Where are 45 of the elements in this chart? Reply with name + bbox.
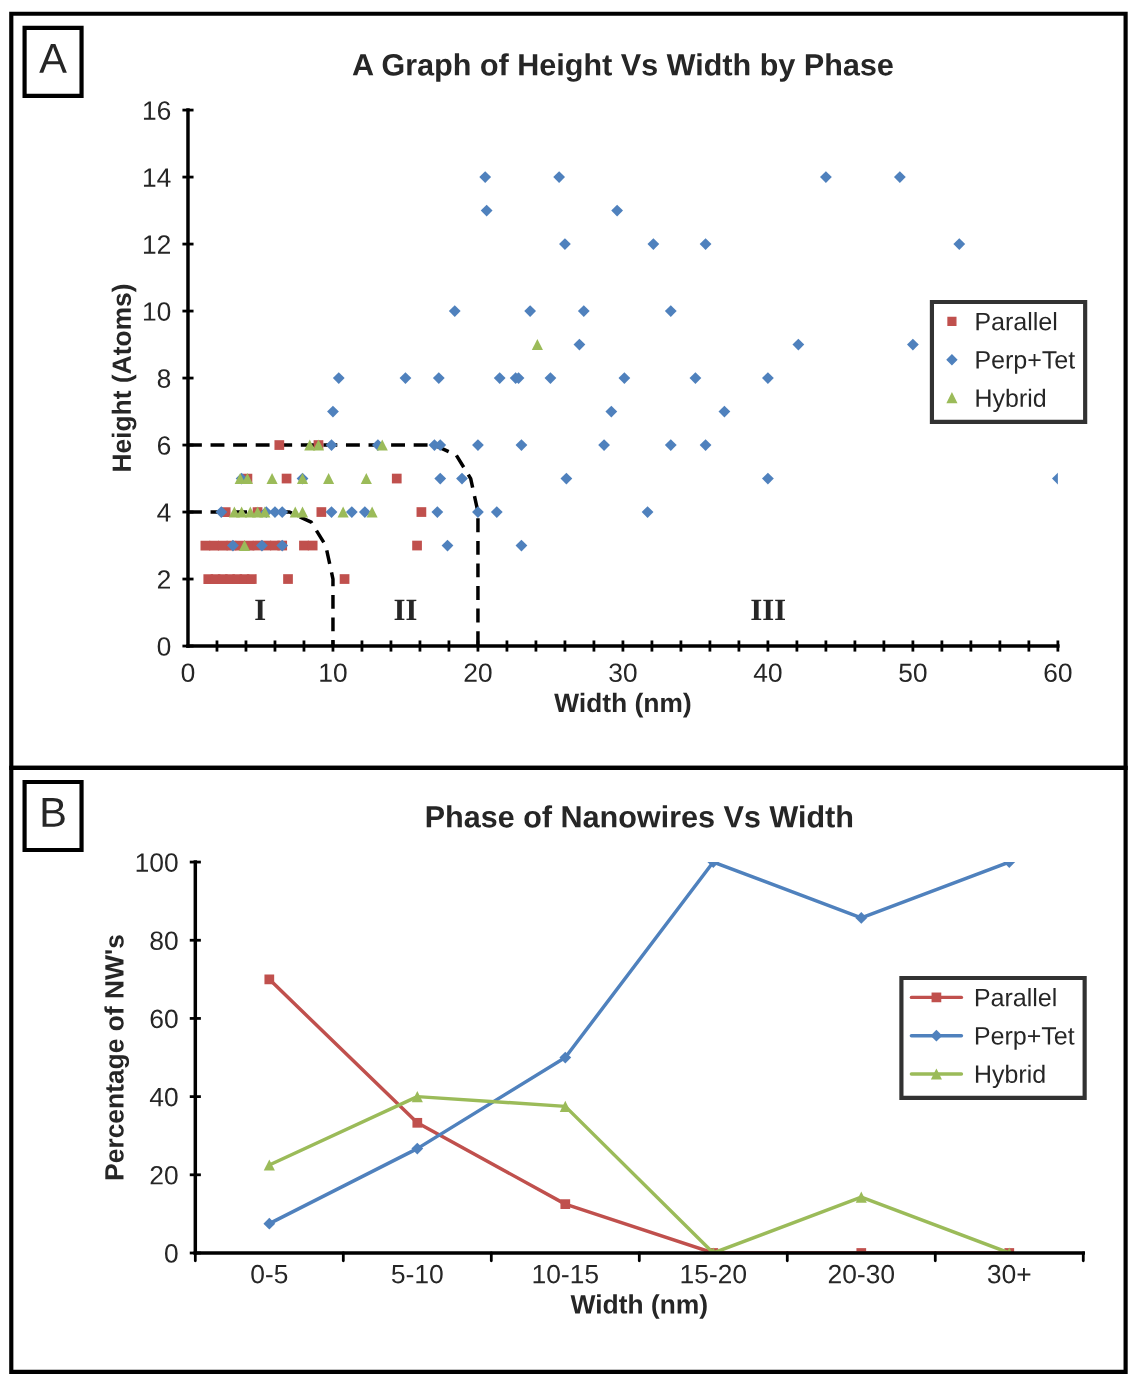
y-tick-label: 20 [150, 1165, 178, 1185]
text: B [42, 798, 65, 827]
annotation: II [394, 599, 417, 620]
y-axis-title: Height (Atoms) [111, 284, 137, 471]
x-tick-label: 50 [899, 663, 927, 683]
y-tick-label: 4 [157, 503, 171, 522]
text: A [39, 44, 67, 73]
chart-title: A Graph of Height Vs Width by Phase [352, 53, 893, 82]
legend-label: Perp+Tet [976, 351, 1075, 374]
x-tick-label: 0 [181, 663, 195, 683]
y-tick-label: 14 [143, 168, 171, 187]
legend-label: Perp+Tet [975, 1027, 1075, 1050]
legend-label: Hybrid [976, 388, 1046, 412]
y-tick-label: 6 [157, 436, 171, 455]
x-tick-label: 10 [320, 663, 347, 683]
annotation: I [255, 599, 266, 620]
x-tick-label: 40 [753, 663, 782, 683]
y-tick-label: 2 [157, 570, 170, 589]
annotation: III [751, 599, 785, 620]
legend-label: Hybrid [975, 1064, 1045, 1088]
y-tick-label: 60 [150, 1009, 178, 1029]
x-tick-label: 15-20 [681, 1264, 747, 1284]
y-tick-label: 80 [150, 931, 178, 951]
y-tick-label: 100 [136, 853, 178, 872]
y-tick-label: 0 [157, 637, 171, 656]
y-tick-label: 10 [143, 302, 171, 321]
x-tick-label: 0-5 [251, 1264, 288, 1284]
x-axis-title: Width (nm) [570, 1294, 707, 1319]
legend-label: Parallel [975, 988, 1056, 1007]
y-tick-label: 16 [143, 101, 171, 120]
y-tick-label: 8 [157, 369, 171, 388]
x-tick-label: 60 [1044, 663, 1072, 683]
y-tick-label: 0 [165, 1244, 178, 1263]
x-tick-label: 30+ [987, 1264, 1031, 1284]
x-axis-title: Width (nm) [554, 692, 691, 718]
y-tick-label: 40 [149, 1087, 178, 1107]
x-tick-label: 20 [464, 663, 492, 683]
chart-title: Phase of Nanowires Vs Width [426, 805, 853, 828]
x-tick-label: 20-30 [828, 1264, 894, 1284]
x-tick-label: 10-15 [533, 1264, 598, 1284]
y-axis-title: Percentage of NW's [104, 935, 130, 1180]
y-tick-label: 12 [143, 235, 170, 254]
legend-label: Parallel [976, 312, 1057, 331]
x-tick-label: 30 [609, 663, 637, 683]
x-tick-label: 5-10 [391, 1264, 443, 1284]
